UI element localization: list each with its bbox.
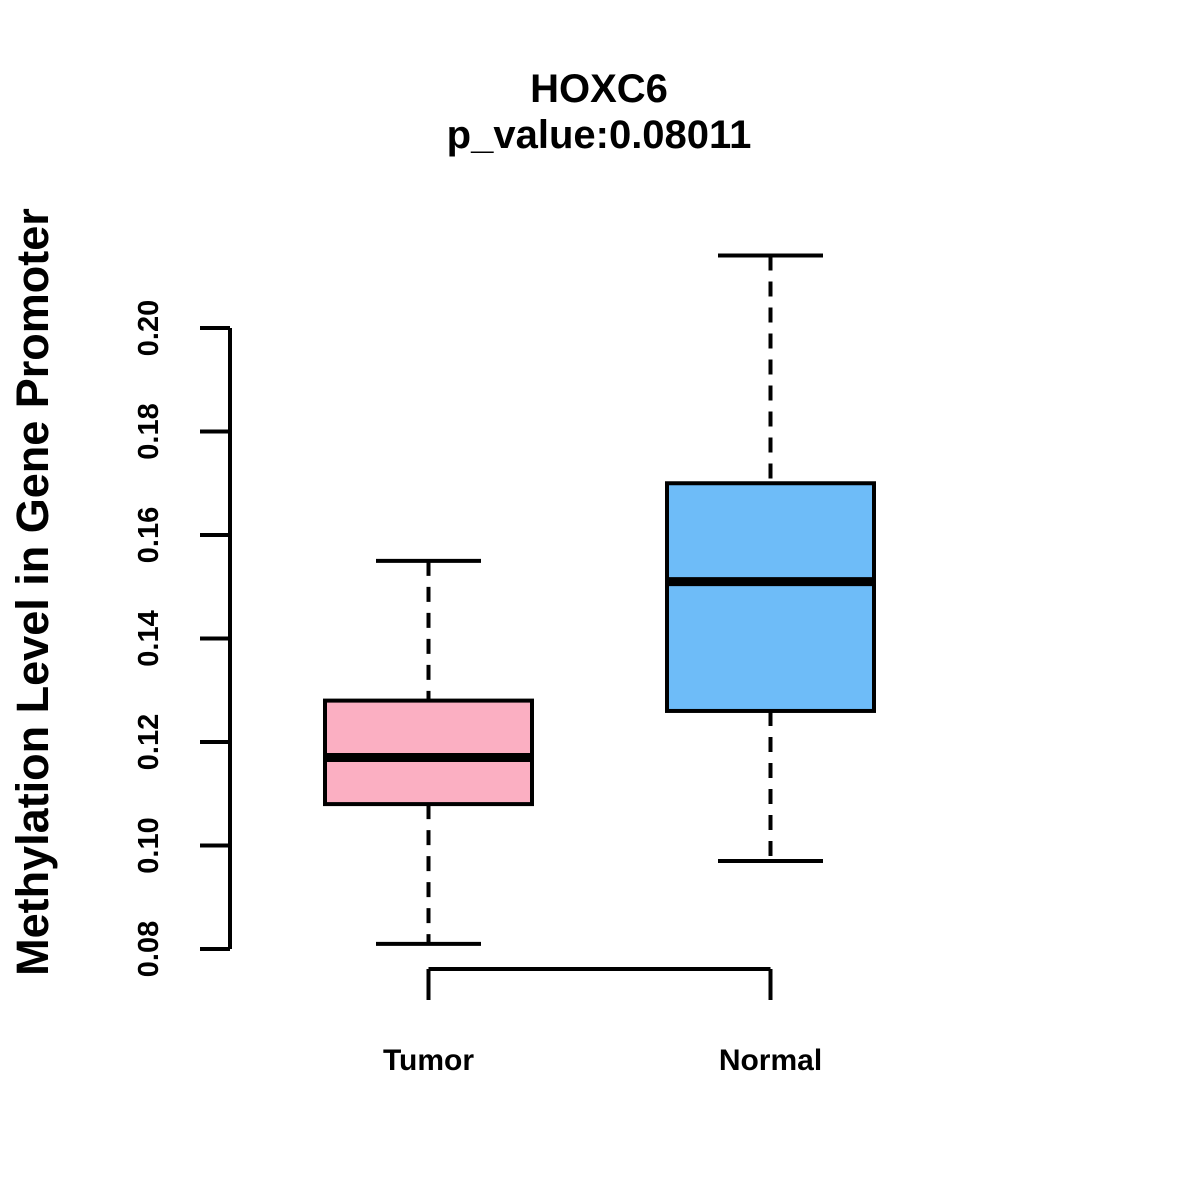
y-tick-label: 0.14 — [133, 610, 165, 666]
box-tumor — [323, 698, 534, 807]
y-tick-label: 0.12 — [133, 714, 165, 770]
y-tick-label: 0.16 — [133, 507, 165, 563]
category-label-tumor: Tumor — [383, 1044, 474, 1077]
chart-subtitle: p_value:0.08011 — [446, 113, 752, 157]
chart-title: HOXC6 — [530, 67, 668, 111]
title-block: HOXC6 p_value:0.08011 — [0, 66, 1198, 158]
y-tick-label: 0.18 — [133, 403, 165, 459]
y-tick-label: 0.20 — [133, 300, 165, 356]
category-label-normal: Normal — [719, 1044, 822, 1077]
box-normal — [665, 481, 876, 713]
y-tick-label: 0.08 — [133, 921, 165, 977]
y-tick-label: 0.10 — [133, 817, 165, 873]
